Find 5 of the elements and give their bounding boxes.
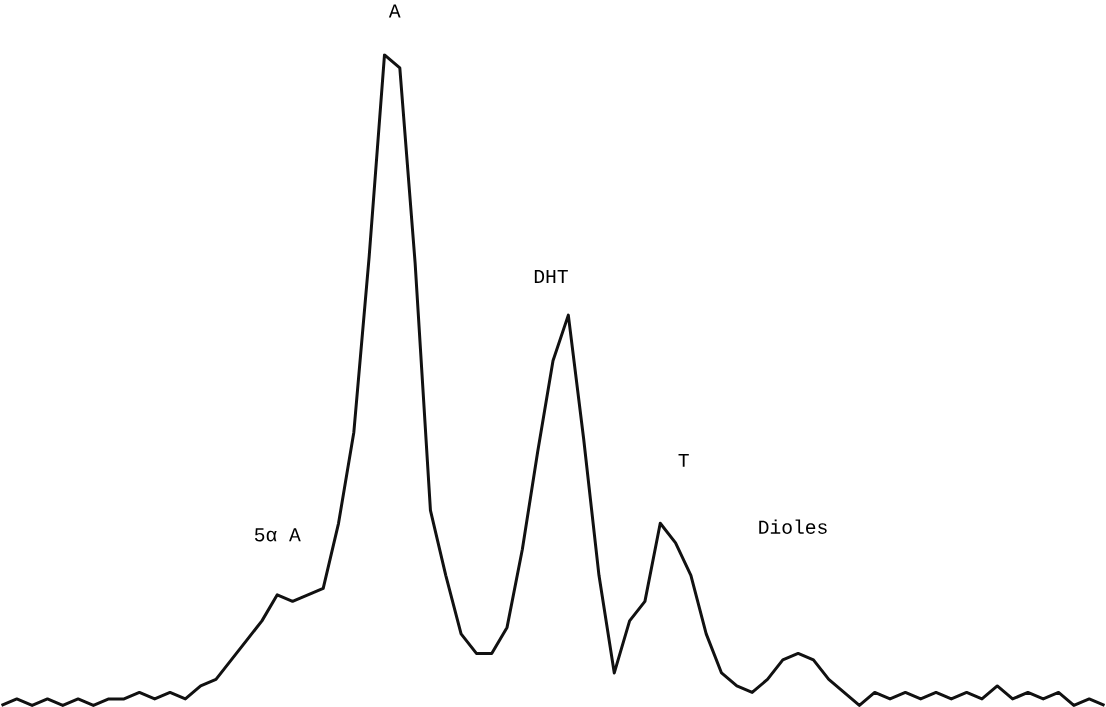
text: A [388,4,401,18]
annotation: DHT [534,270,568,283]
annotation: 5α A [254,528,301,542]
annotation: T [678,453,689,467]
annotation: Dioles [759,519,827,534]
